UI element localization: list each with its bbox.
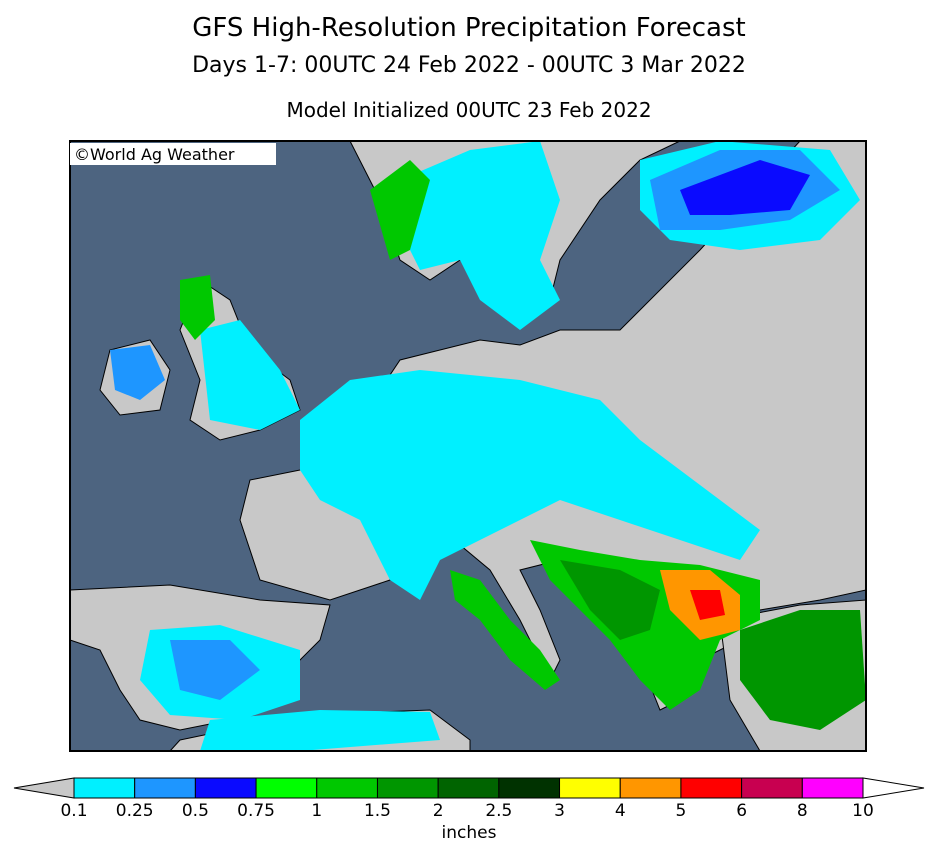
- color-swatch: [316, 777, 378, 799]
- rain-area: [560, 560, 660, 640]
- colorbar-label: 2.5: [485, 801, 512, 821]
- colorbar-label: 6: [736, 801, 747, 821]
- map: ©World Ag Weather: [69, 140, 867, 752]
- colorbar-label: 1: [311, 801, 322, 821]
- rain-area: [110, 345, 165, 400]
- rain-area: [740, 610, 866, 730]
- color-swatch: [376, 777, 439, 799]
- rain-area: [200, 710, 440, 751]
- credit-box: [70, 143, 276, 165]
- colorbar-label: 1.5: [364, 801, 391, 821]
- colorbar-label: 3: [554, 801, 565, 821]
- map-frame: [69, 140, 867, 752]
- colorbar-label: 0.75: [237, 801, 275, 821]
- unit-label: inches: [442, 823, 497, 843]
- colorbar: 0.1 0.25 0.5 0.75 1 1.5 2 2.5 3 4 5 6 8 10: [13, 777, 925, 821]
- color-swatch: [680, 777, 743, 799]
- rain-area: [690, 590, 725, 620]
- rain-area: [180, 275, 215, 340]
- colorbar-label: 0.25: [116, 801, 154, 821]
- color-swatch: [741, 777, 803, 799]
- rain-area: [680, 160, 810, 215]
- rain-area: [400, 141, 560, 330]
- color-swatch: [801, 777, 864, 799]
- color-swatch: [194, 777, 257, 799]
- colorbar-label: 0.5: [182, 801, 209, 821]
- subtitle: Days 1-7: 00UTC 24 Feb 2022 - 00UTC 3 Ma…: [192, 53, 746, 78]
- over-triangle: [862, 777, 925, 799]
- title: GFS High-Resolution Precipitation Foreca…: [192, 13, 745, 43]
- color-swatch: [73, 777, 136, 799]
- colorbar-label: 10: [852, 801, 874, 821]
- colorbar-label: 0.1: [60, 801, 87, 821]
- rain-area: [370, 160, 430, 260]
- credit: ©World Ag Weather: [74, 145, 235, 164]
- color-swatch: [559, 777, 621, 799]
- init-time: Model Initialized 00UTC 23 Feb 2022: [286, 98, 651, 122]
- color-swatch: [498, 777, 561, 799]
- rain-area: [200, 320, 300, 430]
- colorbar-label: 8: [797, 801, 808, 821]
- color-swatch: [619, 777, 682, 799]
- color-swatch: [134, 777, 196, 799]
- color-swatch: [255, 777, 318, 799]
- colorbar-label: 2: [433, 801, 444, 821]
- colorbar-label: 5: [676, 801, 687, 821]
- rain-area: [170, 640, 260, 700]
- rain-area: [450, 570, 560, 690]
- rain-area: [300, 370, 760, 600]
- colorbar-label: 4: [615, 801, 626, 821]
- color-swatch: [437, 777, 500, 799]
- under-triangle: [13, 777, 75, 799]
